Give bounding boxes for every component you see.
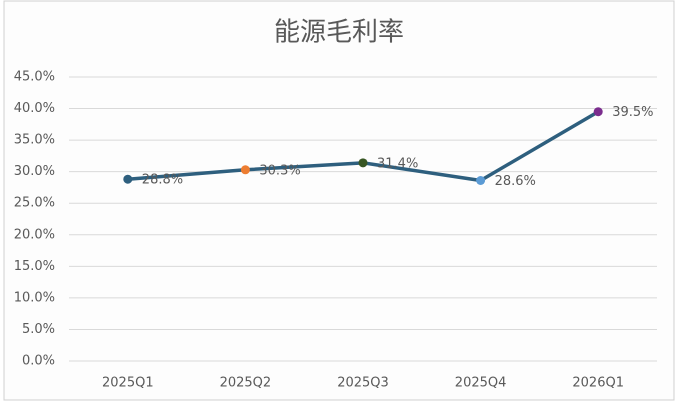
y-tick-label: 5.0% bbox=[22, 322, 55, 337]
data-point bbox=[593, 107, 603, 117]
chart-frame bbox=[3, 0, 675, 401]
data-label: 30.3% bbox=[259, 163, 300, 178]
y-tick-label: 20.0% bbox=[14, 227, 55, 242]
x-tick-label: 2025Q2 bbox=[220, 376, 272, 391]
x-tick-label: 2026Q1 bbox=[572, 376, 624, 391]
data-point bbox=[240, 165, 250, 175]
y-tick-label: 40.0% bbox=[14, 101, 55, 116]
y-tick-label: 0.0% bbox=[22, 354, 55, 369]
data-point bbox=[123, 174, 133, 184]
data-label: 39.5% bbox=[612, 105, 653, 120]
data-label: 28.6% bbox=[495, 174, 536, 189]
y-tick-label: 10.0% bbox=[14, 290, 55, 305]
data-point bbox=[476, 176, 486, 186]
x-tick-label: 2025Q4 bbox=[455, 376, 507, 391]
data-label: 31.4% bbox=[377, 156, 418, 171]
x-tick-label: 2025Q3 bbox=[337, 376, 389, 391]
y-tick-label: 35.0% bbox=[14, 133, 55, 148]
y-tick-label: 45.0% bbox=[14, 70, 55, 85]
x-tick-label: 2025Q1 bbox=[102, 376, 154, 391]
data-label: 28.8% bbox=[142, 173, 183, 188]
y-tick-label: 15.0% bbox=[14, 259, 55, 274]
chart-title: 能源毛利率 bbox=[274, 18, 404, 48]
data-point bbox=[358, 158, 368, 168]
y-tick-label: 25.0% bbox=[14, 196, 55, 211]
y-tick-label: 30.0% bbox=[14, 164, 55, 179]
